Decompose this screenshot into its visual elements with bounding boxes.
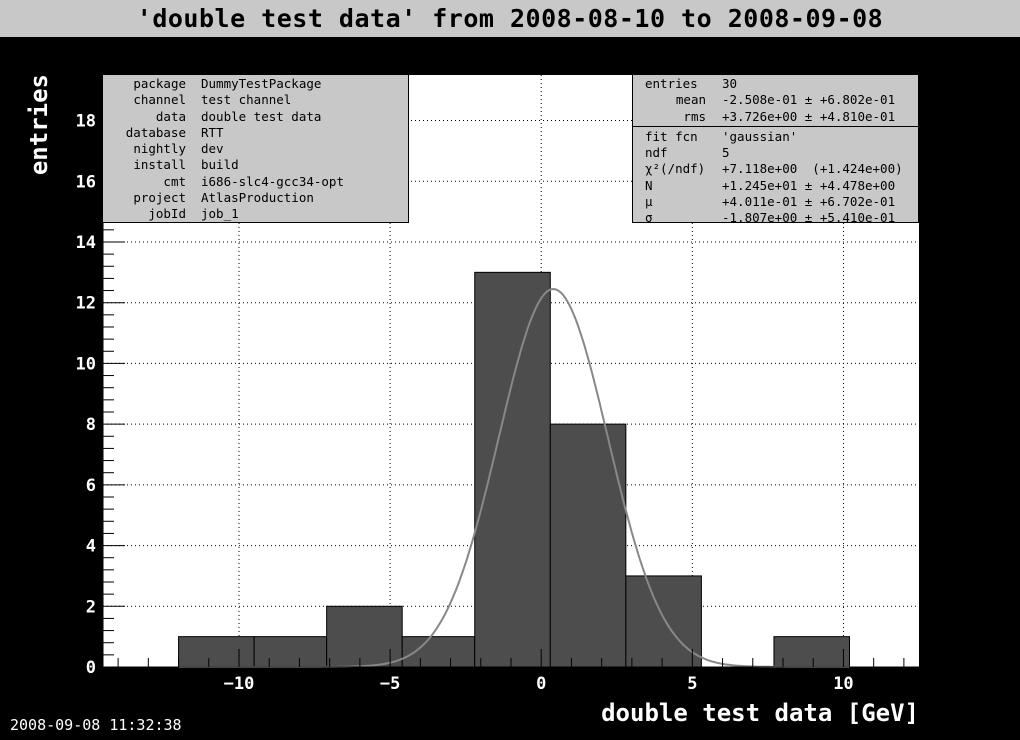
stats-value: -2.508e-01 ± +6.802e-01 [722,92,896,108]
stats-rms-row: rms +3.726e+00 ± +4.810e-01 [633,109,918,125]
histogram-bar [773,636,850,668]
y-tick-label: 0 [86,658,96,678]
x-tick-label: 10 [833,674,853,694]
statistics-panel: entries 30 mean -2.508e-01 ± +6.802e-01 rm… [632,74,919,225]
fit-key: χ²(/ndf) [645,161,706,177]
fit-key: fit fcn [645,128,698,144]
fit-value: -1.807e+00 ± +5.410e-01 [722,210,896,226]
histogram-bar [625,575,702,668]
metadata-value: test channel [201,92,292,108]
stats-entries-row: entries 30 [633,76,918,92]
x-tick-label: 5 [687,674,697,694]
y-tick-label: 4 [86,537,96,557]
fit-value: +4.011e-01 ± +6.702e-01 [722,194,896,210]
stats-divider [633,125,918,127]
fit-row: σ -1.807e+00 ± +5.410e-01 [633,210,918,226]
metadata-row: project AtlasProduction [103,190,408,206]
metadata-row: install build [103,157,408,173]
fit-row: N +1.245e+01 ± +4.478e+00 [633,178,918,194]
fit-key: μ [645,194,653,210]
stats-key: entries [645,76,698,91]
metadata-key: package [133,76,186,91]
metadata-key: jobId [148,206,186,222]
metadata-value: build [201,157,239,173]
metadata-row: channel test channel [103,92,408,108]
metadata-row: nightly dev [103,141,408,157]
metadata-key: channel [133,92,186,108]
fit-value: 'gaussian' [722,128,798,144]
x-tick-label: 0 [536,674,546,694]
metadata-row: package DummyTestPackage [103,76,408,92]
metadata-key: cmt [163,173,186,189]
chart-title: 'double test data' from 2008-08-10 to 20… [0,0,1020,37]
metadata-value: RTT [201,124,224,140]
histogram-bar [549,423,627,668]
metadata-value: AtlasProduction [201,190,314,206]
y-tick-label: 2 [86,597,96,617]
metadata-row: jobId job_1 [103,206,408,222]
histogram-bar [253,636,328,668]
x-tick-label: −10 [224,674,255,694]
stats-key: rms [683,108,706,124]
fit-key: ndf [645,145,668,161]
metadata-row: data double test data [103,109,408,125]
metadata-value: job_1 [201,206,239,222]
metadata-key: project [133,190,186,206]
fit-value: 5 [722,145,730,161]
stats-value: 30 [722,76,738,91]
metadata-row: database RTT [103,125,408,141]
y-tick-label: 18 [76,112,96,132]
stats-key: mean [675,92,706,108]
stats-mean-row: mean -2.508e-01 ± +6.802e-01 [633,92,918,108]
fit-row: μ +4.011e-01 ± +6.702e-01 [633,194,918,210]
x-tick-label: −5 [380,674,400,694]
y-tick-label: 16 [76,172,96,192]
y-axis-label: entries [25,74,53,175]
timestamp: 2008-09-08 11:32:38 [10,716,182,734]
fit-value: +7.118e+00 (+1.424e+00) [722,161,903,177]
fit-results: fit fcn 'gaussian' ndf 5 χ²(/ndf) +7.118e+00 … [633,129,918,227]
y-tick-label: 6 [86,476,96,496]
metadata-value: double test data [201,108,322,124]
metadata-value: DummyTestPackage [201,76,322,91]
histogram-bar [474,271,551,668]
y-tick-label: 10 [76,354,96,374]
metadata-value: dev [201,141,224,157]
fit-key: N [645,177,653,193]
metadata-value: i686-slc4-gcc34-opt [201,173,344,189]
fit-key: σ [645,210,653,226]
histogram-bar [178,636,255,668]
metadata-key: install [133,157,186,173]
fit-row: ndf 5 [633,145,918,161]
stats-value: +3.726e+00 ± +4.810e-01 [722,108,896,124]
fit-row: fit fcn 'gaussian' [633,129,918,145]
y-tick-label: 14 [76,233,96,253]
fit-row: χ²(/ndf) +7.118e+00 (+1.424e+00) [633,161,918,177]
fit-value: +1.245e+01 ± +4.478e+00 [722,177,896,193]
y-tick-label: 8 [86,415,96,435]
metadata-row: cmt i686-slc4-gcc34-opt [103,174,408,190]
metadata-key: database [125,124,186,140]
metadata-key: nightly [133,141,186,157]
x-axis-label: double test data [GeV] [601,699,919,727]
metadata-panel: package DummyTestPackage channel test chann… [102,74,409,223]
histogram-bar [326,605,403,668]
metadata-key: data [155,108,186,124]
histogram-bars [178,271,850,668]
y-tick-label: 12 [76,294,96,314]
